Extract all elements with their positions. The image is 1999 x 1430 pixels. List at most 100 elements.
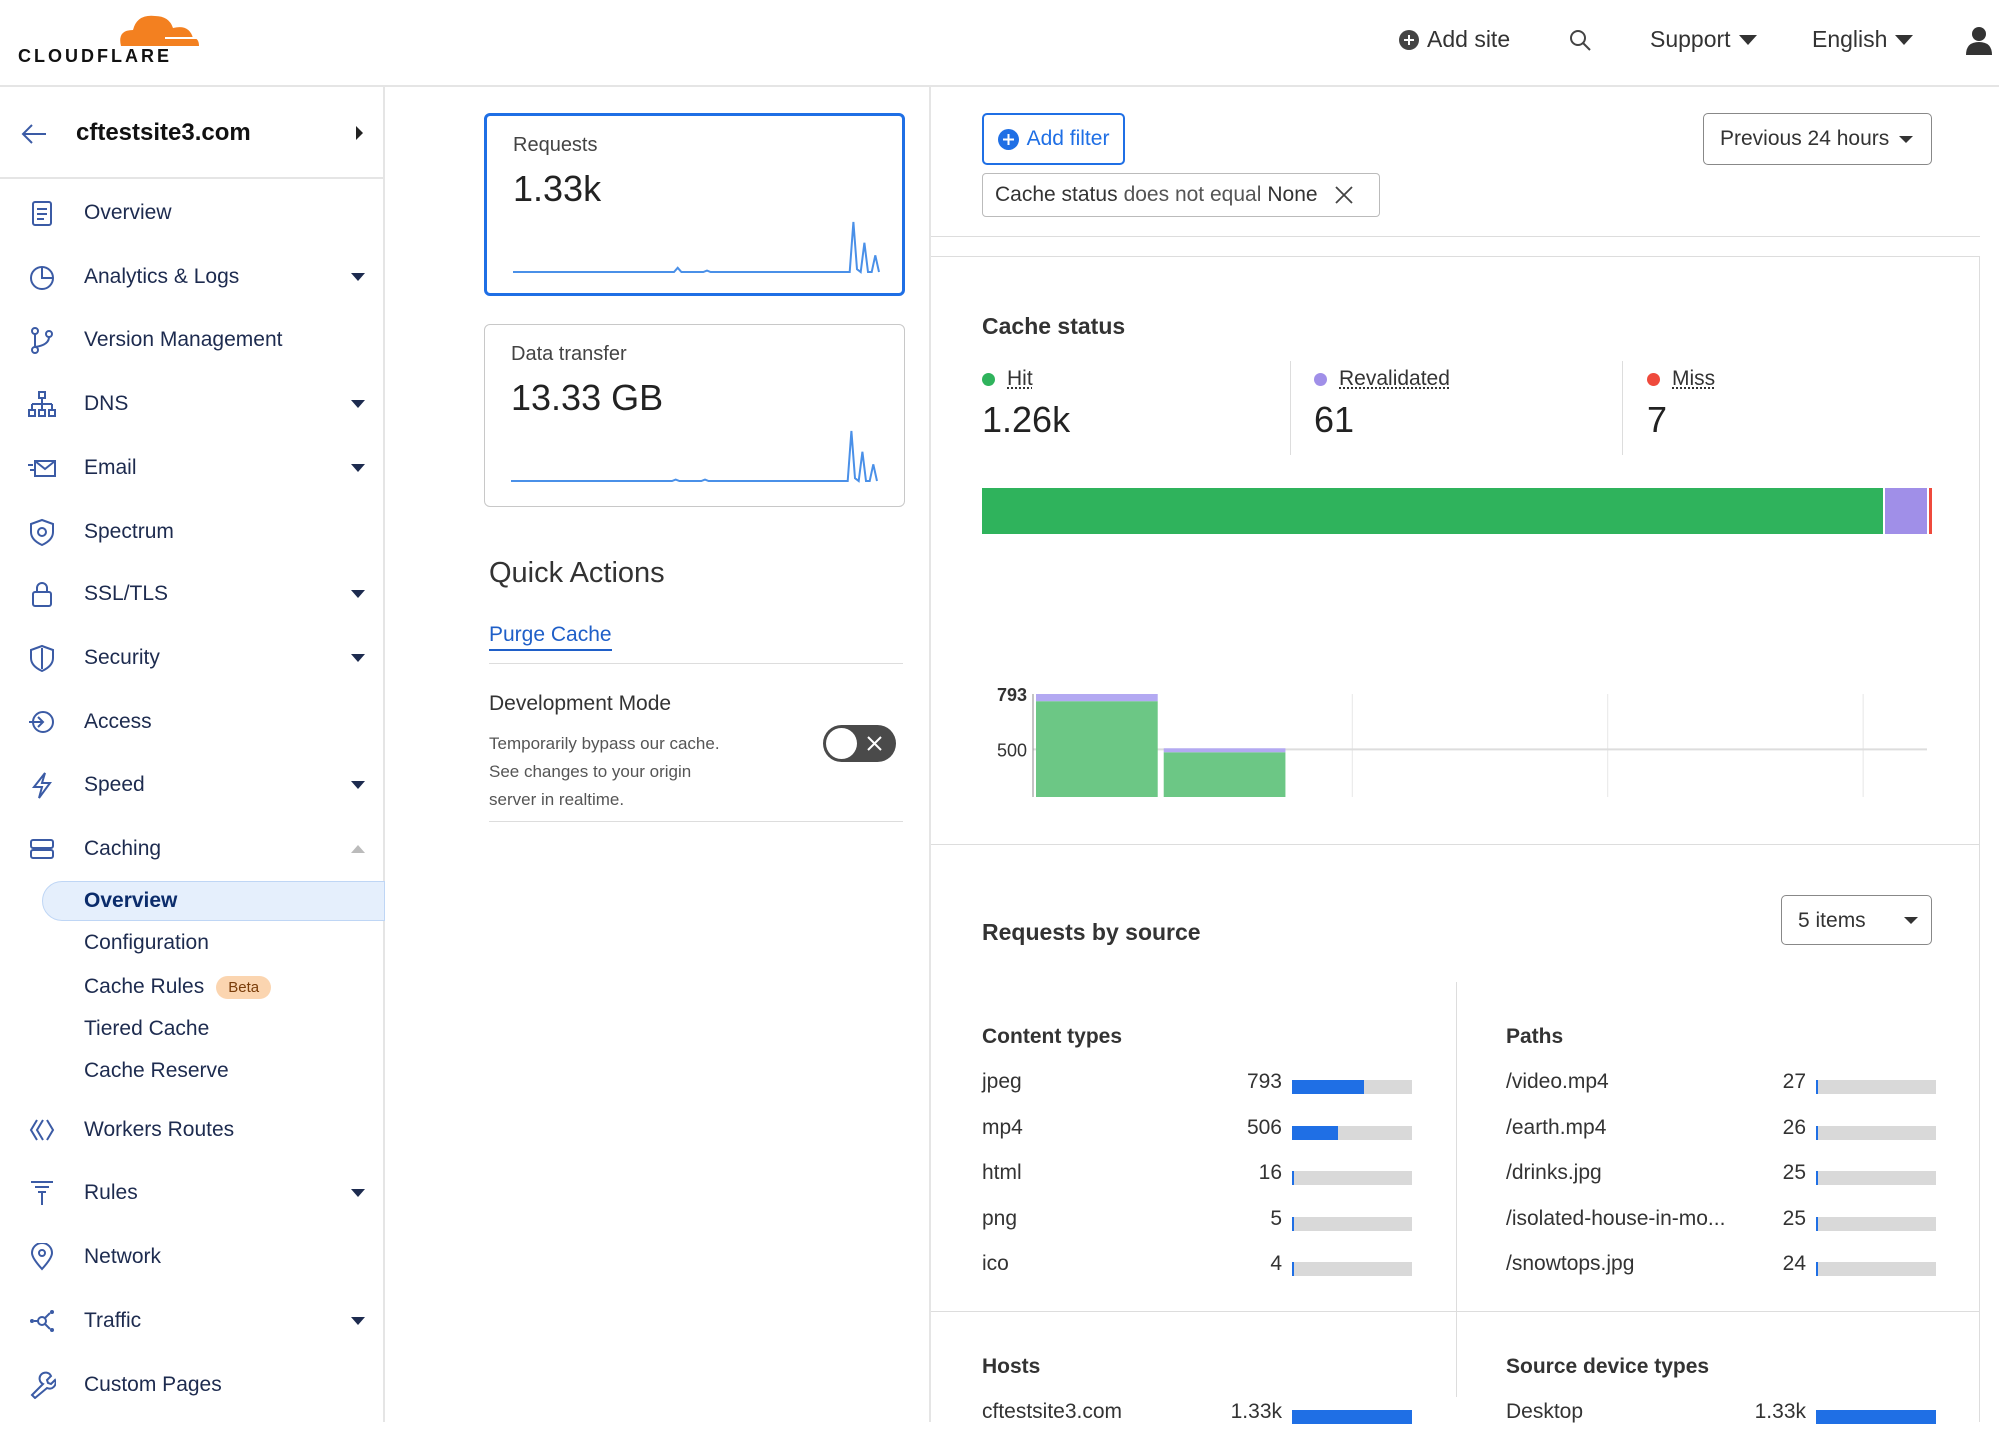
item-count: 793 — [1202, 1070, 1282, 1094]
sidebar-item-analytics-logs[interactable]: Analytics & Logs — [0, 252, 385, 302]
wrench-icon — [28, 1371, 56, 1399]
bar-jpeg-series-1[interactable] — [1036, 694, 1158, 701]
search-icon[interactable] — [1568, 28, 1594, 54]
sidebar-item-label: Email — [84, 456, 137, 480]
cache-status-title: Cache status — [982, 313, 1125, 340]
desc-line: See changes to your origin — [489, 758, 720, 786]
sidebar-item-overview[interactable]: Overview — [0, 188, 385, 238]
sidebar-subitem-cache-reserve[interactable]: Cache Reserve — [84, 1059, 229, 1083]
cloudflare-logo[interactable]: CLOUDFLARE — [18, 8, 183, 68]
item-count: 506 — [1202, 1116, 1282, 1140]
add-site-button[interactable]: Add site — [1399, 26, 1510, 53]
sidebar-item-speed[interactable]: Speed — [0, 760, 385, 810]
sidebar-item-security[interactable]: Security — [0, 633, 385, 683]
list-item[interactable]: /isolated-house-in-mo... 25 — [1506, 1207, 1936, 1237]
stat-label[interactable]: Hit — [1007, 367, 1033, 391]
sidebar-item-access[interactable]: Access — [0, 697, 385, 747]
miss-dot-icon — [1647, 373, 1660, 386]
filter-chip[interactable]: Cache status does not equal None — [982, 173, 1380, 217]
dev-mode-title: Development Mode — [489, 692, 671, 716]
purge-cache-link[interactable]: Purge Cache — [489, 623, 612, 651]
sidebar-item-traffic[interactable]: Traffic — [0, 1296, 385, 1346]
site-name: cftestsite3.com — [76, 119, 251, 147]
bar-jpeg-series-0[interactable] — [1036, 701, 1158, 797]
subitem-label: Cache Reserve — [84, 1059, 229, 1083]
chevron-down-icon — [351, 1317, 365, 1325]
item-count: 26 — [1726, 1116, 1806, 1140]
subitem-label: Cache Rules — [84, 975, 204, 999]
sidebar-item-email[interactable]: Email — [0, 443, 385, 493]
remove-filter-icon[interactable] — [1334, 185, 1354, 205]
item-share-fill — [1292, 1262, 1294, 1276]
sidebar-item-label: Rules — [84, 1181, 138, 1205]
list-item[interactable]: /drinks.jpg 25 — [1506, 1161, 1936, 1191]
list-item[interactable]: /earth.mp4 26 — [1506, 1116, 1936, 1146]
quick-actions-title: Quick Actions — [489, 557, 665, 590]
list-item[interactable]: mp4 506 — [982, 1116, 1412, 1146]
support-dropdown[interactable]: Support — [1650, 26, 1757, 53]
item-name: /video.mp4 — [1506, 1070, 1609, 1094]
item-count: 16 — [1202, 1161, 1282, 1185]
list-item[interactable]: html 16 — [982, 1161, 1412, 1191]
server-stack-icon — [28, 835, 56, 863]
item-name: ico — [982, 1252, 1009, 1276]
site-selector[interactable]: cftestsite3.com — [0, 87, 385, 179]
list-item[interactable]: png 5 — [982, 1207, 1412, 1237]
list-item[interactable]: ico 4 — [982, 1252, 1412, 1282]
list-item[interactable]: /video.mp4 27 — [1506, 1070, 1936, 1100]
logo-text: CLOUDFLARE — [18, 46, 172, 67]
sidebar-item-rules[interactable]: Rules — [0, 1168, 385, 1218]
item-name: /snowtops.jpg — [1506, 1252, 1634, 1276]
list-item[interactable]: /snowtops.jpg 24 — [1506, 1252, 1936, 1282]
sidebar-item-caching[interactable]: Caching — [0, 824, 385, 874]
stat-miss: Miss 7 — [1647, 367, 1715, 441]
share-segment-revalidated — [1883, 488, 1927, 534]
item-count: 25 — [1726, 1207, 1806, 1231]
stat-label[interactable]: Revalidated — [1339, 367, 1450, 391]
sidebar-item-custom-pages[interactable]: Custom Pages — [0, 1360, 385, 1410]
list-item[interactable]: Desktop 1.33k — [1506, 1400, 1936, 1430]
sidebar-subitem-cache-rules[interactable]: Cache Rules Beta — [84, 975, 271, 999]
y-tick-label: 500 — [997, 740, 1027, 760]
sidebar-item-spectrum[interactable]: Spectrum — [0, 507, 385, 557]
sidebar-subitem-tiered-cache[interactable]: Tiered Cache — [84, 1017, 209, 1041]
sidebar-item-dns[interactable]: DNS — [0, 379, 385, 429]
sidebar-item-network[interactable]: Network — [0, 1232, 385, 1282]
y-tick-label: 793 — [997, 685, 1027, 705]
data-transfer-metric-card[interactable]: Data transfer 13.33 GB — [484, 324, 905, 507]
sidebar-item-label: Traffic — [84, 1309, 141, 1333]
items-count-dropdown[interactable]: 5 items — [1781, 895, 1932, 945]
list-item[interactable]: jpeg 793 — [982, 1070, 1412, 1100]
item-share-bar — [1816, 1217, 1936, 1231]
item-share-fill — [1816, 1126, 1818, 1140]
cache-status-bar-chart: 7935000jpeghtmlicocss — [971, 597, 1941, 797]
bar-mp4-series-0[interactable] — [1164, 752, 1286, 797]
sidebar-subitem-configuration[interactable]: Configuration — [84, 931, 209, 955]
stat-label[interactable]: Miss — [1672, 367, 1715, 391]
time-range-dropdown[interactable]: Previous 24 hours — [1703, 113, 1932, 165]
chevron-right-icon[interactable] — [356, 126, 363, 140]
back-arrow-icon[interactable] — [20, 123, 48, 145]
language-dropdown[interactable]: English — [1812, 26, 1913, 53]
shield-icon — [28, 644, 56, 672]
sidebar-subitem-overview[interactable]: Overview — [84, 889, 177, 913]
plus-circle-icon — [1399, 30, 1419, 50]
sparkline-line — [511, 431, 877, 481]
toggle-knob — [826, 728, 857, 759]
list-item[interactable]: cftestsite3.com 1.33k — [982, 1400, 1412, 1430]
sidebar-item-workers-routes[interactable]: Workers Routes — [0, 1105, 385, 1155]
top-header: CLOUDFLARE Add site Support English — [0, 0, 1999, 87]
sidebar-item-version-management[interactable]: Version Management — [0, 315, 385, 365]
dev-mode-toggle[interactable] — [823, 725, 896, 762]
envelope-icon — [28, 454, 56, 482]
bar-mp4-series-1[interactable] — [1164, 748, 1286, 752]
requests-metric-card[interactable]: Requests 1.33k — [484, 113, 905, 296]
item-share-bar — [1816, 1126, 1936, 1140]
sidebar-item-label: Access — [84, 710, 152, 734]
user-account-icon[interactable] — [1965, 25, 1993, 55]
add-filter-button[interactable]: Add filter — [982, 113, 1125, 165]
sidebar-item-label: SSL/TLS — [84, 582, 168, 606]
sidebar-item-ssl-tls[interactable]: SSL/TLS — [0, 569, 385, 619]
item-name: cftestsite3.com — [982, 1400, 1122, 1424]
item-share-fill — [1292, 1080, 1364, 1094]
